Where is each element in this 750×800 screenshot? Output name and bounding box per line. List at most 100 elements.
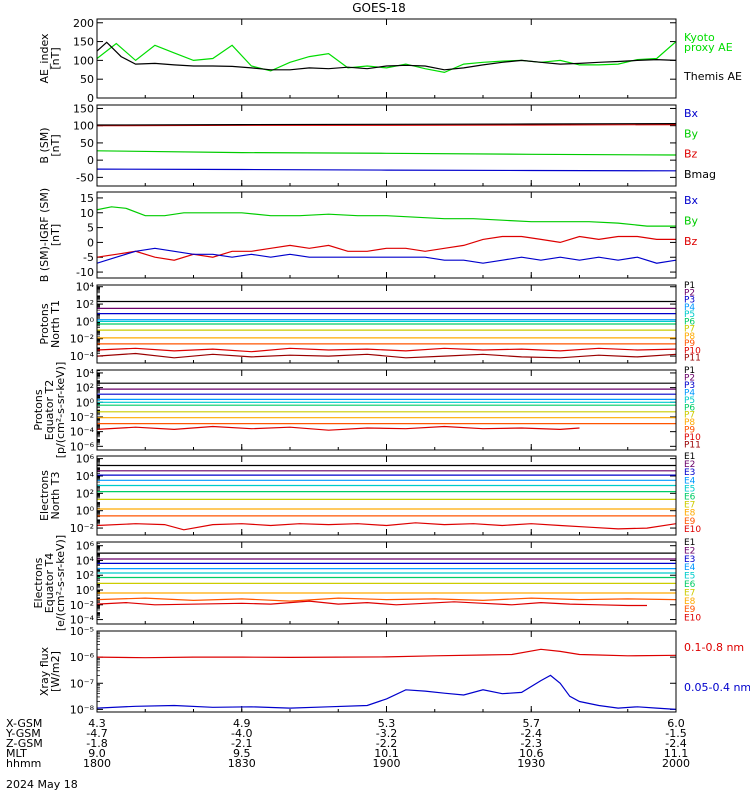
y-tick-label: 10⁰ — [76, 396, 95, 409]
x-row-value: -3.2 — [376, 727, 397, 740]
y-tick-label: 10⁻⁴ — [70, 350, 95, 363]
y-axis-title: Protons — [32, 389, 45, 430]
x-row-value: -4.7 — [86, 727, 107, 740]
y-axis-title: [nT] — [49, 224, 62, 246]
y-tick-label: 10² — [76, 382, 94, 395]
y-axis-title: [nT] — [49, 134, 62, 156]
y-tick-label: 10⁴ — [76, 367, 95, 380]
legend-label: P7 — [684, 411, 695, 421]
panel-frame — [96, 455, 677, 536]
y-tick-label: 10⁻² — [70, 411, 94, 424]
x-row-value: -2.2 — [376, 737, 397, 750]
series-e9 — [97, 597, 676, 602]
x-row-value: -2.4 — [521, 727, 542, 740]
panel-frame — [96, 18, 677, 99]
legend-label: P5 — [684, 310, 695, 320]
y-axis-title: Xray flux — [38, 646, 51, 696]
legend-label: P10 — [684, 346, 701, 356]
series-bmag — [97, 123, 676, 126]
y-tick-label: 10⁻⁵ — [70, 625, 94, 638]
y-tick-label: 10 — [80, 207, 94, 220]
series-bz — [97, 124, 676, 127]
legend-label: Bz — [684, 148, 698, 161]
series-p10 — [97, 347, 676, 353]
series-by — [97, 206, 676, 227]
legend-label: P9 — [684, 426, 695, 436]
y-tick-label: 10⁻² — [70, 333, 94, 346]
x-row-value: 6.0 — [667, 717, 685, 730]
legend-label: P9 — [684, 339, 695, 349]
series-bx — [97, 168, 676, 172]
x-row-value: -1.8 — [86, 737, 107, 750]
panel-frame — [96, 369, 677, 451]
panel-frame — [96, 284, 677, 364]
legend-label: P11 — [684, 441, 701, 451]
y-tick-label: 0 — [87, 92, 94, 105]
y-axis-title: Equator T4 — [43, 553, 56, 613]
legend-label: E2 — [684, 460, 695, 470]
y-tick-label: 10⁰ — [76, 315, 95, 328]
x-row-value: -2.4 — [665, 737, 686, 750]
x-row-value: -2.3 — [521, 737, 542, 750]
y-tick-label: 0 — [87, 154, 94, 167]
panel-frame — [96, 104, 677, 187]
y-axis-title: Electrons — [32, 557, 45, 608]
y-tick-label: 10⁶ — [76, 540, 95, 553]
legend-label: E9 — [684, 517, 696, 527]
y-axis-title: North T3 — [49, 472, 62, 520]
panel-bigrf: -10 -5 05 10 15 B (SM)-IGRF (SM)[nT] Bx By Bz — [38, 188, 699, 282]
legend-label: P7 — [684, 325, 695, 335]
legend-label: P10 — [684, 433, 701, 443]
legend-label: E3 — [684, 468, 695, 478]
legend-label: Bx — [684, 194, 699, 207]
series-0-1-0-8-nm — [97, 648, 676, 659]
legend-label: E9 — [684, 605, 696, 615]
y-axis-title: Protons — [38, 303, 51, 344]
x-row-value: 1930 — [517, 757, 545, 770]
y-tick-label: 5 — [87, 222, 94, 235]
x-row-value: 2000 — [662, 757, 690, 770]
date-label: 2024 May 18 — [6, 778, 78, 791]
y-tick-label: -10 — [76, 266, 94, 279]
legend-label: E8 — [684, 509, 696, 519]
y-tick-label: 10⁰ — [76, 584, 95, 597]
legend-label: 0.05-0.4 nm — [684, 681, 750, 694]
x-row-value: 5.3 — [378, 717, 396, 730]
x-row-value: 11.1 — [664, 747, 689, 760]
y-axis-title: [p/(cm²-s-sr-keV)] — [54, 362, 67, 459]
y-tick-label: 10⁻⁶ — [70, 651, 95, 664]
y-tick-label: 10⁻⁸ — [70, 703, 95, 716]
y-tick-label: 50 — [80, 137, 94, 150]
legend-label: E5 — [684, 572, 695, 582]
y-tick-label: 150 — [73, 36, 94, 49]
legend-label: E10 — [684, 525, 701, 535]
legend-label: P6 — [684, 317, 695, 327]
legend-label: proxy AE — [684, 41, 733, 54]
x-row-label: Z-GSM — [6, 737, 43, 750]
x-axis-label-block: X-GSM 4.3 4.9 5.3 5.7 6.0Y-GSM -4.7 -4.0 -3.2 -2.… — [5, 717, 690, 770]
y-tick-label: 200 — [73, 17, 94, 30]
y-axis-title: Electrons — [38, 470, 51, 521]
legend-label: P1 — [684, 366, 695, 376]
y-axis-title: [W/m2] — [49, 651, 62, 692]
y-tick-label: 10⁻⁴ — [70, 426, 95, 439]
y-tick-label: 15 — [80, 192, 94, 205]
series-themis-ae — [97, 41, 676, 71]
x-row-value: 4.9 — [233, 717, 251, 730]
legend-label: P8 — [684, 332, 695, 342]
x-row-value: 1800 — [83, 757, 111, 770]
y-axis-title: AE_index — [38, 33, 51, 84]
legend-label: E6 — [684, 493, 696, 503]
y-axis-title: [nT] — [49, 47, 62, 69]
x-row-value: 9.5 — [233, 747, 251, 760]
legend-label: P1 — [684, 281, 695, 291]
x-row-label: MLT — [6, 747, 27, 760]
y-tick-label: 10⁻⁷ — [70, 677, 94, 690]
legend-label: P4 — [684, 303, 695, 313]
x-row-value: 10.6 — [519, 747, 544, 760]
legend-label: P6 — [684, 403, 695, 413]
legend-label: E2 — [684, 546, 695, 556]
y-tick-label: 10² — [76, 569, 94, 582]
